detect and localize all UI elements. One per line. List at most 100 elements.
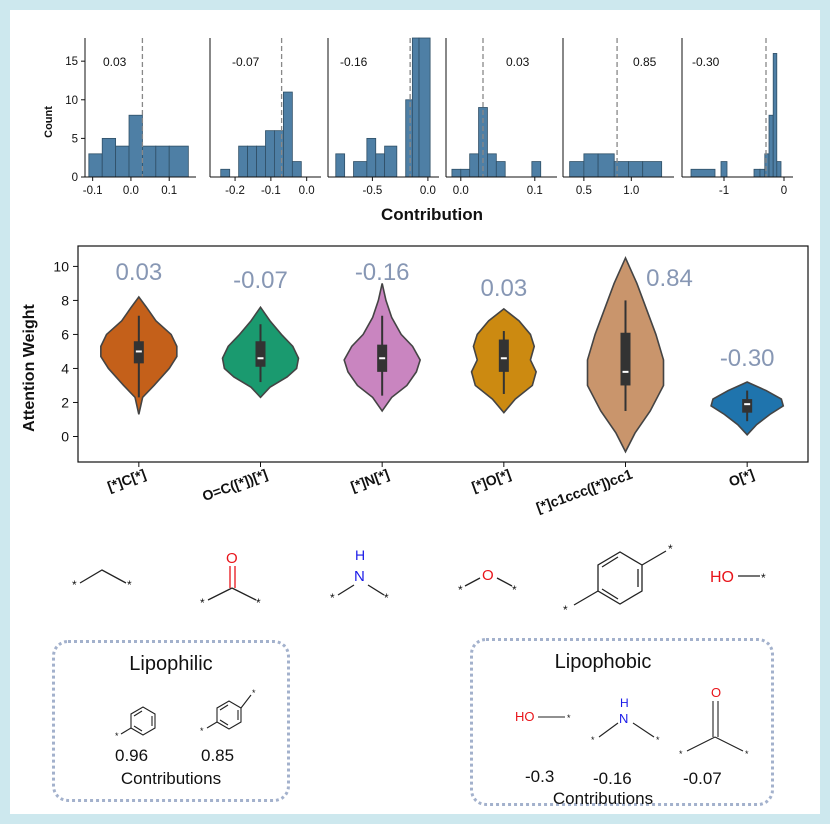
histogram-x-tick-label: 0: [781, 185, 787, 197]
histogram-xlabel: Contribution: [381, 205, 483, 224]
violin-iqr-box: [620, 332, 631, 386]
histogram-bar: [247, 145, 257, 178]
histogram-bar: [642, 161, 663, 178]
histogram-bar: [168, 145, 189, 178]
structure-carbonyl-oxygen: O: [226, 550, 238, 567]
structure-phenylene: [573, 550, 667, 606]
amine-bond-left: [598, 722, 619, 738]
histogram-bar: [411, 37, 420, 178]
histogram-bar: [283, 91, 293, 178]
violin-y-tick-label: 2: [61, 394, 69, 410]
lipophilic-box: Lipophilic * * * 0.96 0.85 Contri: [52, 640, 290, 802]
histogram-bar: [155, 145, 170, 178]
histogram-bar: [597, 153, 615, 178]
histogram-bar: [720, 161, 728, 178]
lipophobic-footer: Contributions: [552, 789, 654, 808]
violin-2: [*]N[*] -0.16: [343, 259, 422, 495]
structure-amine-nitrogen: N: [354, 568, 365, 585]
violin-ylabel: Attention Weight: [21, 303, 38, 431]
violin-category-label: [*]N[*]: [348, 466, 391, 495]
structure-alkyl-star-left: *: [72, 578, 77, 592]
hydroxyl-label: HO: [515, 709, 535, 724]
histogram-bar: [487, 153, 497, 178]
lipophilic-title: Lipophilic: [129, 653, 213, 675]
histogram-annotation: -0.16: [340, 55, 368, 69]
histogram-annotation: 0.03: [506, 55, 530, 69]
carbonyl-bond-right: [714, 736, 744, 752]
hydroxyl-star: *: [567, 713, 571, 723]
violin-plot: 0 2 4 6 8 10 [*]C[*] 0.03 O=C([*])[*] -0.07 [*]N[*…: [53, 245, 809, 516]
histogram-bar: [101, 137, 117, 178]
structure-hydroxyl-label: HO: [710, 569, 734, 586]
histogram-x-tick-label: -1: [719, 185, 729, 197]
histogram-bar: [690, 168, 716, 178]
histogram-bar: [460, 168, 471, 178]
histogram-bar: [384, 145, 398, 178]
histogram-bar: [764, 153, 770, 178]
histogram-x-tick-label: 0.0: [299, 185, 315, 197]
violin-category-label: [*]c1ccc([*])cc1: [534, 466, 635, 516]
violin-iqr-box: [742, 399, 753, 413]
histogram-x-tick-label: 1.0: [623, 185, 639, 197]
structure-phenylene-star-bottom: *: [563, 603, 568, 617]
structure-carbonyl-star-left: *: [200, 596, 205, 610]
histogram-bar: [469, 153, 479, 178]
violin-category-label: O[*]: [727, 466, 757, 490]
lipophilic-footer: Contributions: [120, 769, 222, 788]
figure-card: 0.03 -0.1 0.0 0.1 0 5 10 15 -0.07 -0.2 -0.1 0.0 -0.1…: [10, 10, 820, 814]
structure-ether-oxygen: O: [482, 567, 494, 584]
histogram-x-tick-label: 0.1: [161, 185, 177, 197]
violin-category-label: O=C([*])[*]: [200, 466, 269, 504]
histogram-y-tick-label: 5: [72, 133, 78, 145]
violin-1: O=C([*])[*] -0.07: [200, 267, 300, 504]
violin-annotation: -0.16: [355, 259, 410, 286]
violin-annotation: -0.07: [233, 267, 288, 294]
benzene-icon: [120, 706, 156, 736]
structure-hydroxyl-star: *: [761, 571, 766, 585]
carbonyl-star-right: *: [745, 749, 749, 759]
histogram-bar: [583, 153, 599, 178]
benzene-star: *: [115, 731, 119, 741]
violin-y-tick-label: 10: [53, 258, 69, 274]
histogram-y-tick-label: 0: [72, 172, 78, 184]
amine-star-right: *: [656, 735, 660, 745]
phenylene-icon: [206, 694, 252, 730]
carbonyl-oxygen: O: [711, 685, 721, 700]
histogram-bar: [291, 161, 302, 178]
histogram-bar: [776, 161, 782, 178]
lipophobic-value-hydroxyl: -0.3: [525, 767, 555, 786]
amine-hydrogen: H: [620, 696, 629, 710]
violin-annotation: 0.03: [480, 275, 527, 302]
lipophilic-structures: * * *: [115, 688, 256, 741]
structure-amine-hydrogen: H: [355, 547, 365, 563]
structure-ether-star-right: *: [512, 583, 517, 597]
histogram-panel-0: 0.03 -0.1 0.0 0.1 0 5 10 15: [65, 38, 196, 197]
violin-4: [*]c1ccc([*])cc1 0.84: [534, 255, 693, 516]
phenylene-star-top: *: [252, 688, 256, 698]
violin-y-tick-label: 6: [61, 326, 69, 342]
violin-5: O[*] -0.30: [710, 345, 785, 490]
histogram-y-tick-label: 15: [65, 56, 78, 68]
histogram-bar: [115, 145, 130, 178]
structure-carbonyl-star-right: *: [256, 596, 261, 610]
histogram-x-tick-label: -0.2: [225, 185, 245, 197]
violin-frame: [77, 245, 809, 463]
structure-alkyl: [79, 569, 127, 584]
histogram-panel-5: -0.30 -1 0: [681, 38, 793, 197]
histogram-bar: [759, 168, 766, 178]
lipophobic-title: Lipophobic: [554, 651, 652, 673]
histogram-bar: [142, 145, 157, 178]
carbonyl-star-left: *: [679, 749, 683, 759]
structure-amine-star-left: *: [330, 591, 335, 605]
histogram-bar: [628, 161, 644, 178]
histogram-x-tick-label: 0.0: [453, 185, 469, 197]
histogram-annotation: 0.85: [633, 55, 657, 69]
histogram-bar: [613, 161, 629, 178]
structure-alkyl-star-right: *: [127, 578, 132, 592]
histogram-annotation: -0.30: [692, 55, 720, 69]
lipophilic-value-benzene: 0.96: [115, 746, 149, 765]
histogram-bar: [128, 114, 143, 178]
lipophobic-structures: HO * H N * * O * *: [515, 685, 749, 759]
lipophobic-value-amine: -0.16: [593, 769, 632, 788]
